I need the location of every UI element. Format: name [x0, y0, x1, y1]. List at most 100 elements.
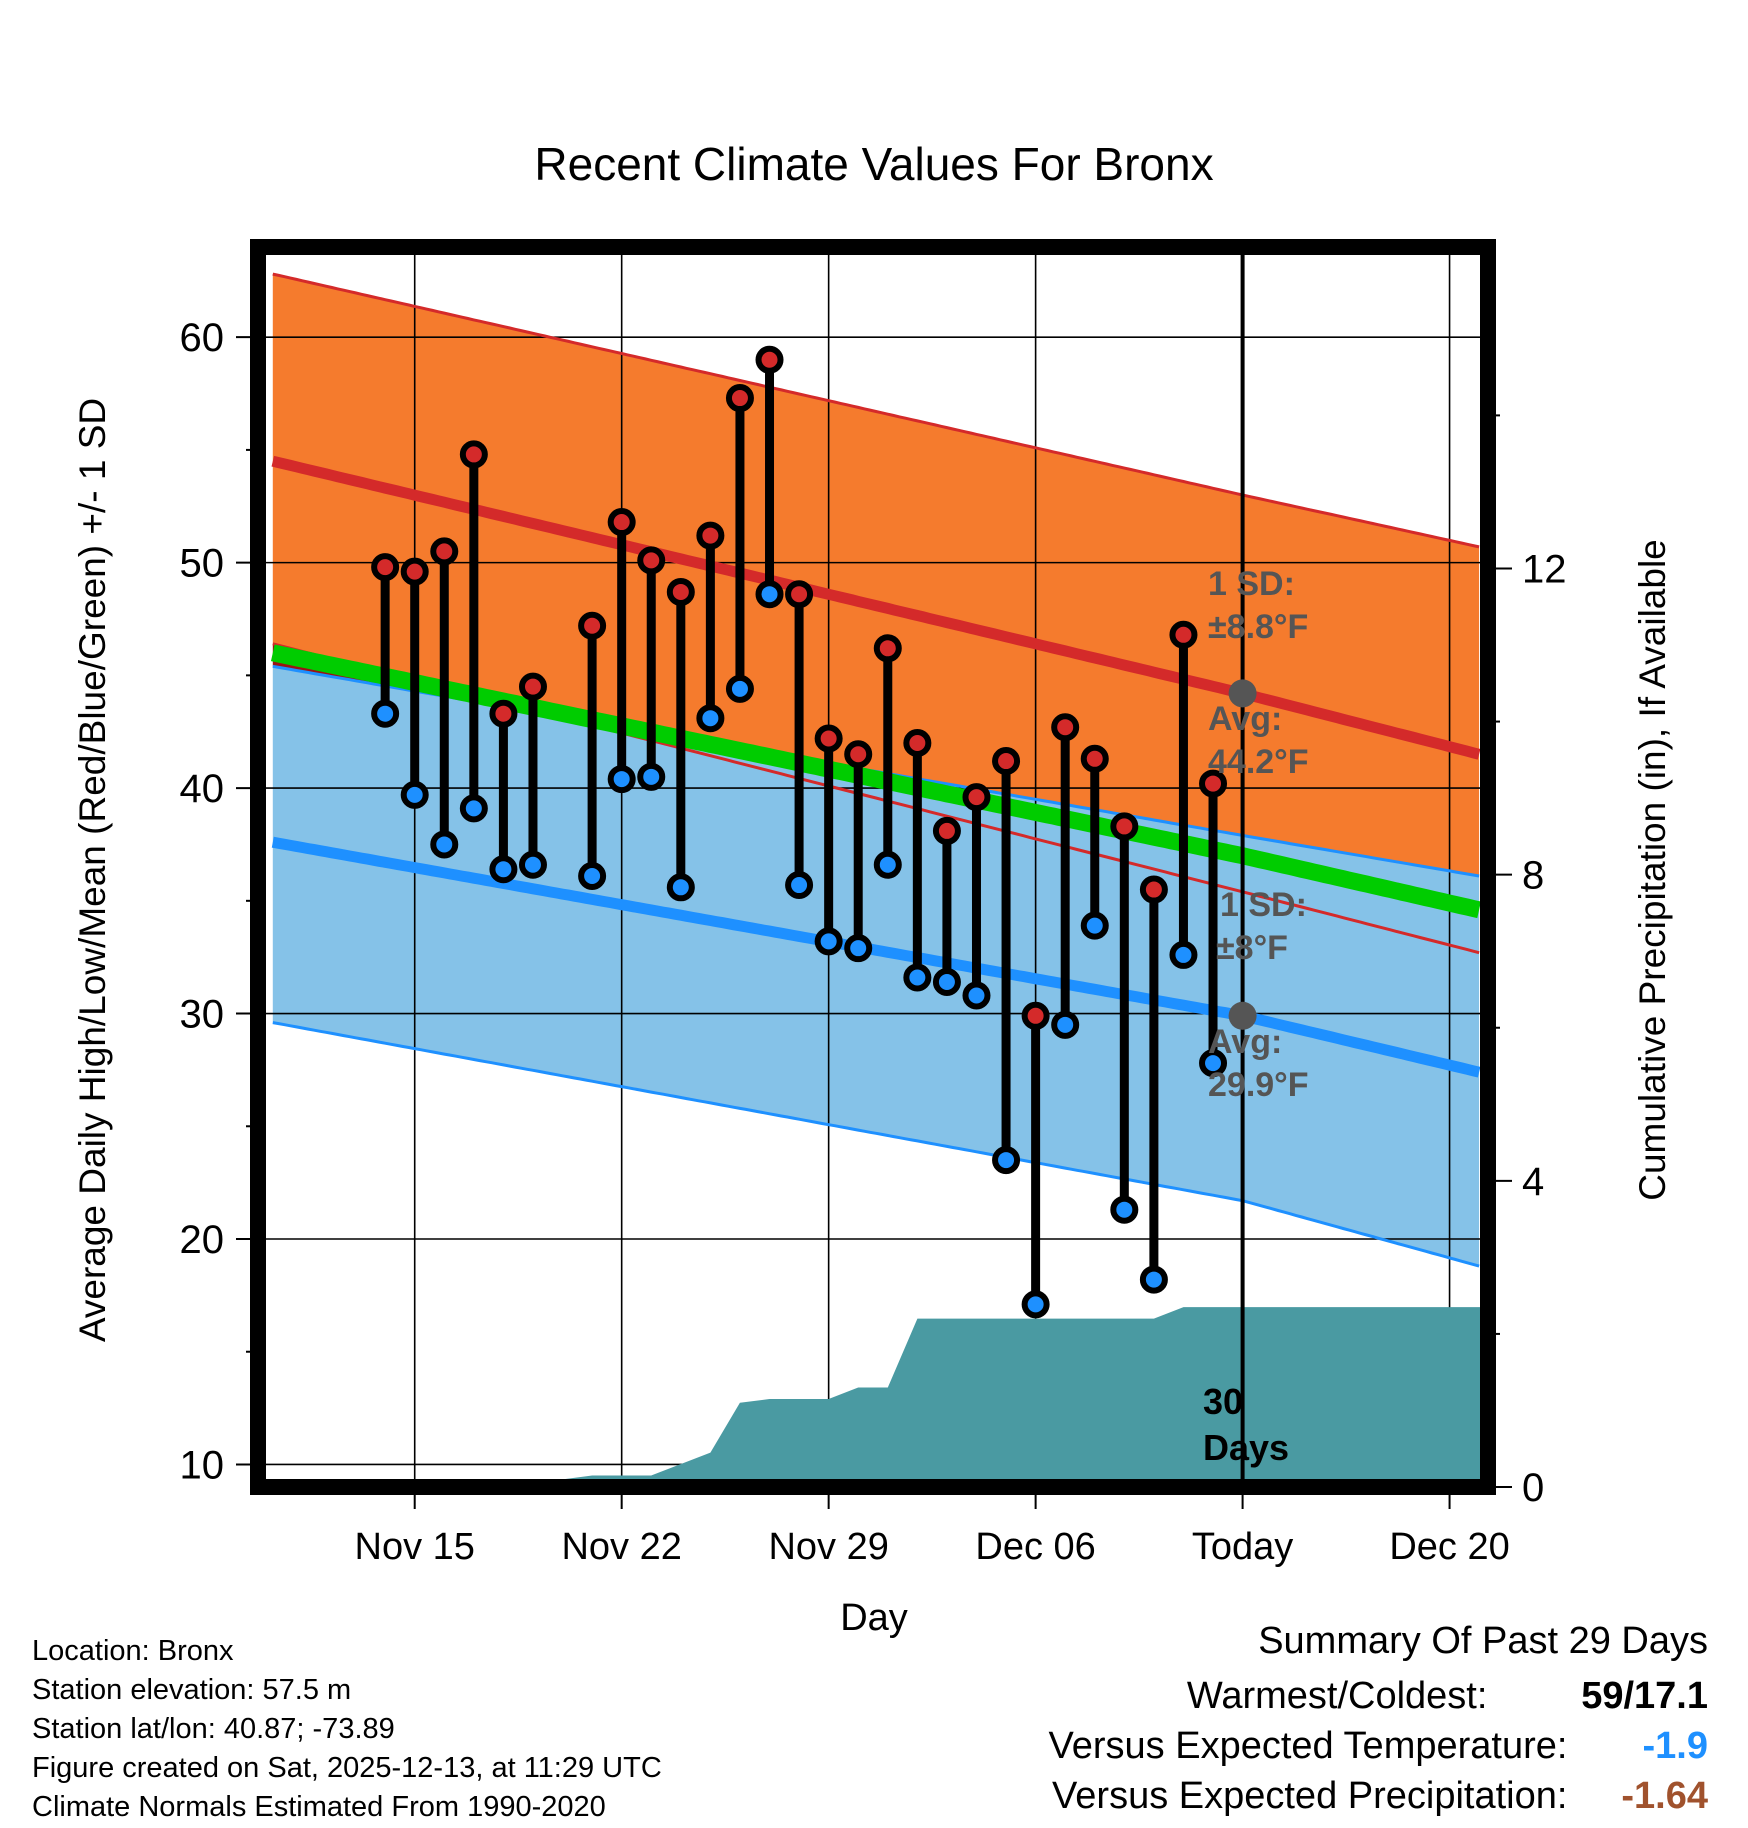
high-avg-label: Avg: — [1208, 700, 1282, 738]
warmest-coldest-row: Warmest/Coldest: 59/17.1 — [1049, 1671, 1708, 1721]
high-point — [814, 724, 843, 753]
low-average-line — [271, 836, 1481, 1078]
high-point — [932, 816, 961, 845]
low-point — [666, 873, 695, 902]
high-point — [489, 699, 518, 728]
annotations: 1 SD: ±8.8°F Avg: 44.2°F 1 SD: ±8°F Avg:… — [1203, 565, 1309, 1468]
chart-title: Recent Climate Values For Bronx — [534, 138, 1213, 190]
high-point — [430, 537, 459, 566]
high-point — [518, 672, 547, 701]
low-point — [1021, 1290, 1050, 1319]
days-label-word: Days — [1203, 1427, 1289, 1468]
temp-anomaly-value: -1.9 — [1642, 1725, 1708, 1767]
high-point — [844, 740, 873, 769]
y-tick-label: 40 — [180, 767, 225, 811]
high-point — [578, 611, 607, 640]
low-point — [785, 871, 814, 900]
high-sd-band — [272, 274, 1480, 953]
summary-panel: Summary Of Past 29 Days Warmest/Coldest:… — [1049, 1620, 1708, 1821]
grid-lines — [258, 247, 1488, 1487]
x-tick-label: Nov 29 — [768, 1526, 888, 1568]
low-point — [371, 699, 400, 728]
low-point — [1080, 911, 1109, 940]
daily-range-bars — [371, 345, 1228, 1319]
x-tick-label: Nov 22 — [561, 1526, 681, 1568]
latlon-text: Station lat/lon: 40.87; -73.89 — [32, 1713, 395, 1745]
precipitation-area — [258, 1307, 1488, 1487]
low-point — [992, 1146, 1021, 1175]
high-point — [607, 508, 636, 537]
high-point — [1199, 769, 1228, 798]
elevation-text: Station elevation: 57.5 m — [32, 1674, 352, 1706]
low-point — [1051, 1010, 1080, 1039]
x-tick-label: Dec 06 — [975, 1526, 1095, 1568]
low-point — [489, 855, 518, 884]
low-sd-band — [272, 666, 1480, 1267]
low-point — [696, 704, 725, 733]
precip-anomaly-value: -1.64 — [1621, 1775, 1708, 1817]
low-point — [459, 794, 488, 823]
low-avg-label: Avg: — [1208, 1023, 1282, 1061]
y-tick-label: 10 — [180, 1443, 225, 1487]
summary-title: Summary Of Past 29 Days — [1258, 1620, 1708, 1662]
low-point — [844, 934, 873, 963]
high-point — [696, 521, 725, 550]
y-tick-label: 50 — [180, 542, 225, 586]
days-label-number: 30 — [1203, 1381, 1243, 1422]
high-sd-value: ±8.8°F — [1208, 608, 1308, 646]
y2-axis-label: Cumulative Precipitation (in), If Availa… — [1632, 539, 1673, 1201]
high-point — [962, 783, 991, 812]
high-point — [903, 729, 932, 757]
low-point — [1169, 940, 1198, 969]
low-lower-sd-line — [272, 1021, 1480, 1268]
high-point — [1169, 620, 1198, 649]
low-point — [400, 780, 429, 809]
high-point — [1080, 744, 1109, 773]
x-axis-label: Day — [840, 1597, 908, 1639]
high-point — [1021, 1001, 1050, 1030]
high-point — [1139, 875, 1168, 904]
high-avg-value: 44.2°F — [1208, 743, 1309, 781]
x-tick-label: Dec 20 — [1389, 1526, 1509, 1568]
low-avg-marker — [1228, 1001, 1257, 1030]
low-avg-value: 29.9°F — [1208, 1066, 1309, 1104]
axes: 10 20 30 40 50 60 0 4 8 12 Nov 15 Nov 22 Nov 29 Dec 0… — [180, 316, 1567, 1568]
low-point — [755, 580, 784, 609]
high-point — [459, 440, 488, 469]
high-point — [666, 577, 695, 606]
plot-frame — [250, 239, 1496, 1495]
low-point — [430, 830, 459, 859]
low-sd-label: 1 SD: — [1220, 886, 1307, 924]
high-point — [371, 553, 400, 582]
created-text: Figure created on Sat, 2025-12-13, at 11… — [32, 1752, 662, 1784]
today-marker — [1228, 247, 1257, 1487]
low-point — [1199, 1049, 1228, 1078]
high-sd-label: 1 SD: — [1208, 565, 1295, 603]
temp-anomaly-label: Versus Expected Temperature: — [1048, 1725, 1568, 1767]
low-point — [637, 762, 666, 791]
high-point — [992, 747, 1021, 776]
y-axis-label: Average Daily High/Low/Mean (Red/Blue/Gr… — [72, 398, 113, 1342]
low-point — [578, 862, 607, 891]
high-point — [725, 384, 754, 413]
y-tick-label: 20 — [180, 1218, 225, 1262]
low-point — [873, 850, 902, 879]
y-tick-label: 60 — [180, 316, 225, 360]
y2-tick-label: 0 — [1522, 1466, 1544, 1510]
location-text: Location: Bronx — [32, 1635, 234, 1667]
low-point — [518, 850, 547, 879]
y-tick-label: 30 — [180, 993, 225, 1037]
y2-tick-label: 12 — [1522, 547, 1567, 591]
low-point — [725, 674, 754, 703]
low-point — [962, 981, 991, 1010]
precipitation-fill — [258, 1307, 1488, 1487]
normals-text: Climate Normals Estimated From 1990-2020 — [32, 1791, 606, 1823]
low-point — [607, 765, 636, 794]
x-tick-label: Nov 15 — [355, 1526, 475, 1568]
high-point — [1051, 713, 1080, 742]
high-point — [1110, 812, 1139, 841]
low-point — [932, 967, 961, 996]
temp-anomaly-row: Versus Expected Temperature: -1.9 — [1049, 1721, 1708, 1771]
warmest-coldest-value: 59/17.1 — [1581, 1675, 1708, 1717]
